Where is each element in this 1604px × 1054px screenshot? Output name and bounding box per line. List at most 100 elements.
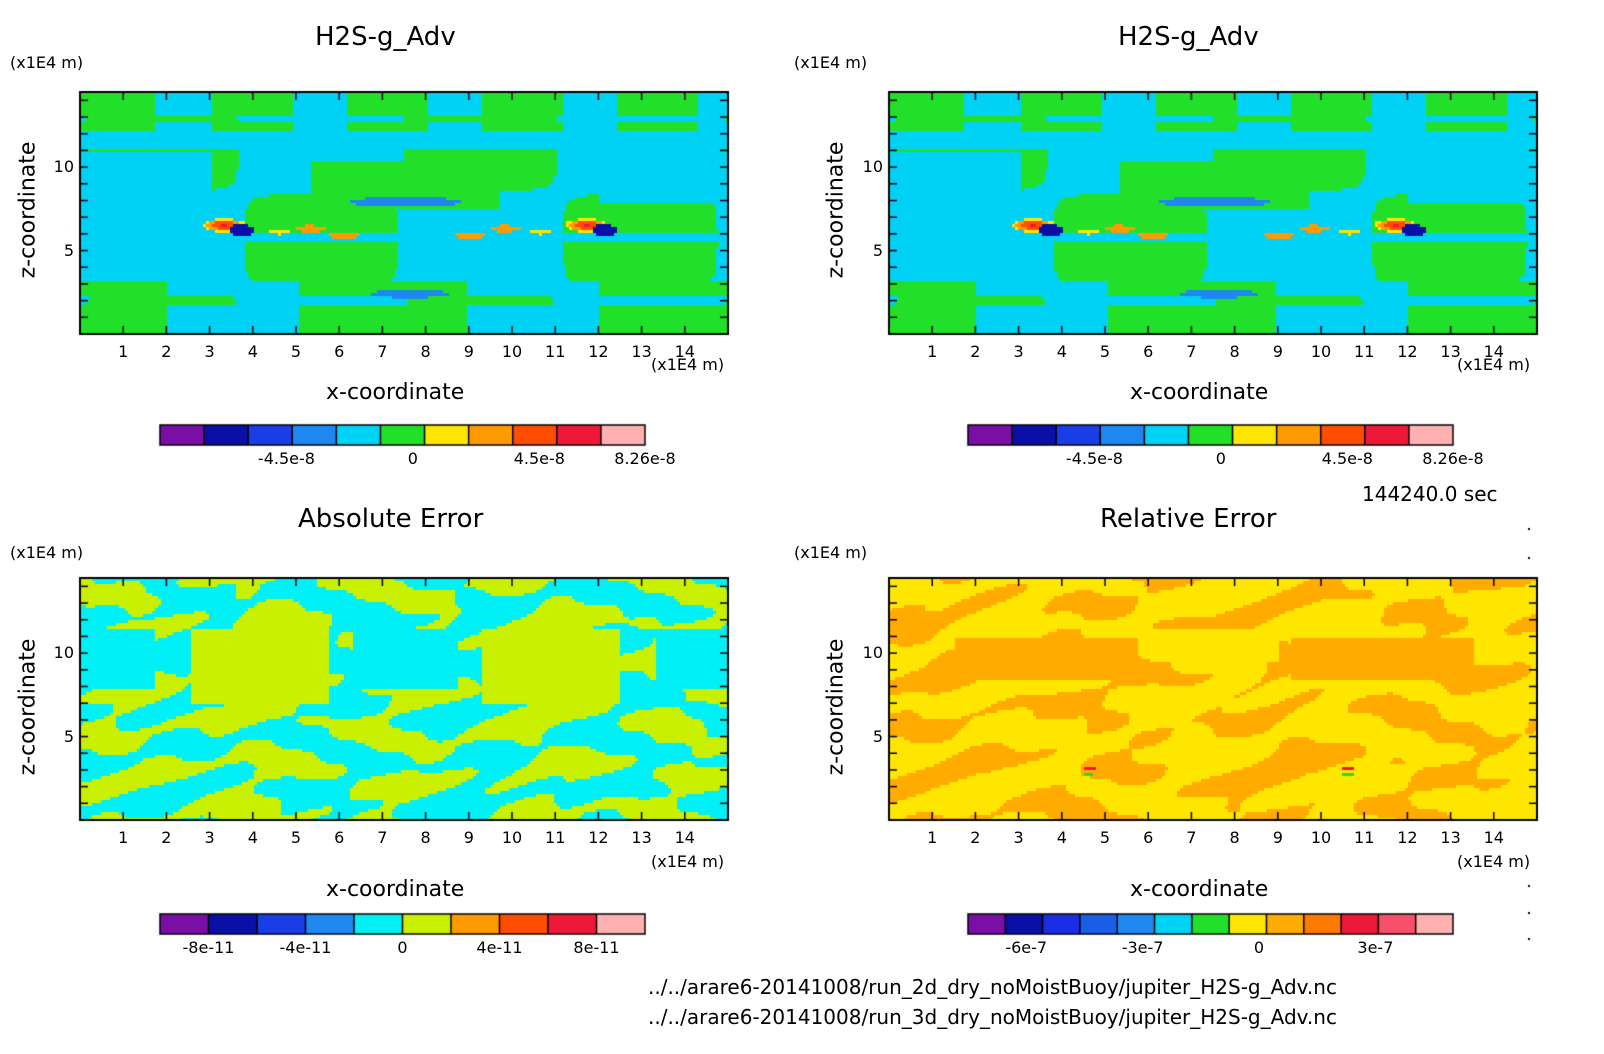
- x-tick-label: 3: [204, 342, 215, 361]
- panel3-x-unit: (x1E4 m): [651, 852, 725, 871]
- x-tick-label: 10: [1310, 342, 1332, 361]
- colorbar-tick-label: 0: [407, 449, 418, 468]
- x-tick-label: 9: [1272, 342, 1283, 361]
- x-tick-label: 8: [1229, 828, 1240, 847]
- x-tick-label: 5: [1099, 342, 1111, 361]
- x-tick-label: 13: [1440, 342, 1461, 361]
- panel3-ylabel: z-coordinate: [15, 638, 41, 776]
- x-tick-label: 7: [377, 828, 388, 847]
- x-tick-label: 2: [970, 828, 981, 847]
- time-label: 144240.0 sec: [1362, 482, 1498, 506]
- colorbar-tick-label: 0: [397, 938, 408, 957]
- x-tick-label: 14: [674, 342, 695, 361]
- panel1-y-unit: (x1E4 m): [10, 53, 84, 72]
- panel2-xlabel: x-coordinate: [1130, 380, 1269, 405]
- x-tick-label: 4: [247, 828, 258, 847]
- x-tick-label: 2: [161, 342, 172, 361]
- x-tick-label: 10: [501, 828, 523, 847]
- x-tick-label: 11: [1354, 342, 1375, 361]
- x-tick-label: 2: [161, 828, 172, 847]
- x-tick-label: 1: [118, 342, 129, 361]
- x-tick-label: 14: [674, 828, 695, 847]
- colorbar-tick-label: -4e-11: [279, 938, 332, 957]
- panel4-ylabel: z-coordinate: [823, 638, 849, 776]
- panel1-xlabel: x-coordinate: [326, 380, 465, 405]
- y-tick-label: 10: [53, 157, 74, 177]
- colorbar-tick-label: 8e-11: [573, 938, 620, 957]
- y-tick-label: 10: [53, 643, 74, 663]
- colorbar-tick-label: 4.5e-8: [513, 449, 565, 468]
- panel2-title: H2S-g_Adv: [1118, 22, 1259, 52]
- x-tick-label: 12: [588, 342, 609, 361]
- x-tick-label: 7: [1186, 342, 1197, 361]
- colorbar-tick-label: 4e-11: [476, 938, 523, 957]
- panel4-x-unit: (x1E4 m): [1457, 852, 1531, 871]
- x-tick-label: 13: [1440, 828, 1461, 847]
- panel3-y-unit: (x1E4 m): [10, 543, 84, 562]
- x-tick-label: 3: [1013, 828, 1024, 847]
- x-tick-label: 6: [1143, 828, 1154, 847]
- x-tick-label: 8: [420, 342, 431, 361]
- x-tick-label: 4: [247, 342, 258, 361]
- x-tick-label: 13: [631, 828, 652, 847]
- x-tick-label: 14: [1483, 342, 1504, 361]
- y-tick-label: 10: [862, 157, 883, 177]
- file-path-2: ../../arare6-20141008/run_3d_dry_noMoist…: [648, 1005, 1337, 1029]
- colorbar-tick-label: 4.5e-8: [1321, 449, 1373, 468]
- x-tick-label: 11: [545, 342, 566, 361]
- x-tick-label: 3: [1013, 342, 1024, 361]
- x-tick-label: 9: [1272, 828, 1283, 847]
- y-tick-label: 5: [872, 240, 883, 260]
- x-tick-label: 7: [377, 342, 388, 361]
- x-tick-label: 13: [631, 342, 652, 361]
- x-tick-label: 11: [545, 828, 566, 847]
- x-tick-label: 8: [1229, 342, 1240, 361]
- x-tick-label: 10: [501, 342, 523, 361]
- colorbar-tick-label: -6e-7: [1005, 938, 1048, 957]
- panel4-y-unit: (x1E4 m): [794, 543, 868, 562]
- x-tick-label: 12: [1397, 342, 1418, 361]
- panel3-title: Absolute Error: [298, 504, 484, 534]
- x-tick-label: 4: [1056, 828, 1067, 847]
- colorbar-tick-label: -8e-11: [182, 938, 235, 957]
- x-tick-label: 5: [290, 342, 302, 361]
- x-tick-label: 9: [463, 342, 474, 361]
- x-tick-label: 7: [1186, 828, 1197, 847]
- x-tick-label: 12: [588, 828, 609, 847]
- x-tick-label: 5: [1099, 828, 1111, 847]
- x-tick-label: 6: [334, 342, 345, 361]
- x-tick-label: 6: [334, 828, 345, 847]
- y-tick-label: 10: [862, 643, 883, 663]
- x-tick-label: 5: [290, 828, 302, 847]
- panel1-title: H2S-g_Adv: [315, 22, 456, 52]
- x-tick-label: 10: [1310, 828, 1332, 847]
- x-tick-label: 11: [1354, 828, 1375, 847]
- panel4-xlabel: x-coordinate: [1130, 877, 1269, 902]
- colorbar-tick-label: 3e-7: [1357, 938, 1394, 957]
- x-tick-label: 4: [1056, 342, 1067, 361]
- colorbar-tick-label: -4.5e-8: [1065, 449, 1123, 468]
- x-tick-label: 14: [1483, 828, 1504, 847]
- y-tick-label: 5: [872, 726, 883, 746]
- colorbar-tick-label: 0: [1215, 449, 1226, 468]
- panel2-ylabel: z-coordinate: [823, 141, 849, 279]
- x-tick-label: 8: [420, 828, 431, 847]
- panel2-x-unit: (x1E4 m): [1457, 355, 1531, 374]
- colorbar-tick-label: -3e-7: [1121, 938, 1164, 957]
- file-path-1: ../../arare6-20141008/run_2d_dry_noMoist…: [648, 975, 1337, 999]
- panel2-y-unit: (x1E4 m): [794, 53, 868, 72]
- x-tick-label: 1: [927, 342, 938, 361]
- x-tick-label: 9: [463, 828, 474, 847]
- x-tick-label: 6: [1143, 342, 1154, 361]
- panel1-x-unit: (x1E4 m): [651, 355, 725, 374]
- colorbar-tick-label: 8.26e-8: [1422, 449, 1484, 468]
- colorbar-tick-label: 0: [1253, 938, 1265, 957]
- panel4-title: Relative Error: [1100, 504, 1277, 534]
- y-tick-label: 5: [63, 240, 74, 260]
- panel1-ylabel: z-coordinate: [15, 141, 41, 279]
- colorbar-tick-label: -4.5e-8: [257, 449, 315, 468]
- panel3-xlabel: x-coordinate: [326, 877, 465, 902]
- x-tick-label: 3: [204, 828, 215, 847]
- x-tick-label: 2: [970, 342, 981, 361]
